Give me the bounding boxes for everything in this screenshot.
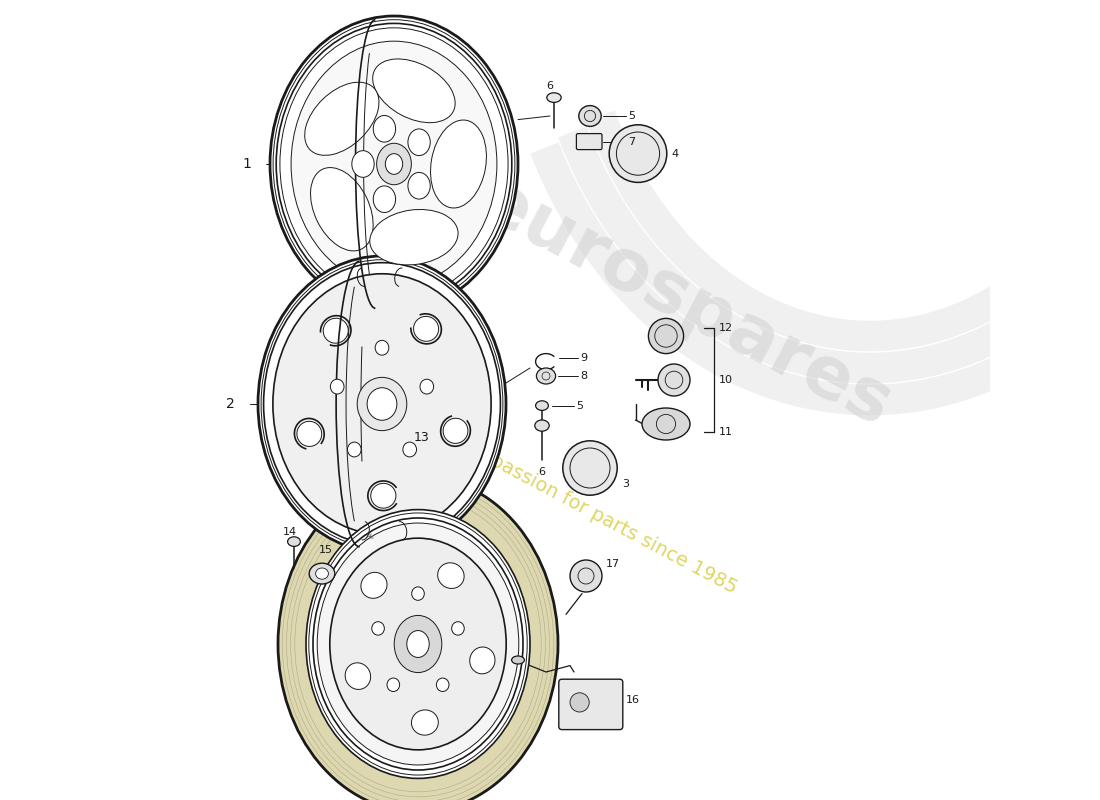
Ellipse shape <box>305 82 380 155</box>
Text: 13: 13 <box>414 431 430 444</box>
Ellipse shape <box>437 678 449 691</box>
Ellipse shape <box>373 115 396 142</box>
Ellipse shape <box>411 587 425 600</box>
Ellipse shape <box>387 678 399 691</box>
Ellipse shape <box>317 523 519 765</box>
Text: eurospares: eurospares <box>469 166 904 442</box>
Text: 14: 14 <box>283 527 297 537</box>
Text: 4: 4 <box>672 149 679 158</box>
FancyBboxPatch shape <box>559 679 623 730</box>
Ellipse shape <box>420 379 433 394</box>
Ellipse shape <box>408 173 430 199</box>
Ellipse shape <box>452 622 464 635</box>
Text: 11: 11 <box>718 427 733 437</box>
Text: 1: 1 <box>242 157 251 171</box>
Ellipse shape <box>408 129 430 155</box>
Ellipse shape <box>385 154 403 174</box>
Ellipse shape <box>373 59 455 122</box>
Ellipse shape <box>371 483 396 508</box>
Ellipse shape <box>547 93 561 102</box>
Ellipse shape <box>438 563 464 589</box>
Ellipse shape <box>642 408 690 440</box>
Ellipse shape <box>535 420 549 431</box>
Ellipse shape <box>430 120 486 208</box>
Ellipse shape <box>330 538 506 750</box>
Ellipse shape <box>394 615 442 673</box>
Ellipse shape <box>287 537 300 546</box>
Text: 12: 12 <box>718 323 733 333</box>
Ellipse shape <box>358 378 407 430</box>
Ellipse shape <box>411 710 438 735</box>
Ellipse shape <box>270 16 518 312</box>
Text: 5: 5 <box>576 401 583 410</box>
Text: 2: 2 <box>226 397 234 411</box>
Circle shape <box>570 560 602 592</box>
Circle shape <box>570 693 590 712</box>
Ellipse shape <box>536 401 549 410</box>
Circle shape <box>648 318 683 354</box>
Ellipse shape <box>297 422 321 446</box>
Ellipse shape <box>579 106 602 126</box>
Ellipse shape <box>414 316 439 342</box>
Ellipse shape <box>310 167 373 251</box>
Text: 9: 9 <box>581 353 587 362</box>
Ellipse shape <box>323 318 349 343</box>
Ellipse shape <box>316 568 329 579</box>
Text: 6: 6 <box>539 467 546 477</box>
Text: 16: 16 <box>626 695 640 705</box>
FancyBboxPatch shape <box>576 134 602 150</box>
Ellipse shape <box>330 379 344 394</box>
Circle shape <box>609 125 667 182</box>
Text: AL: AL <box>365 533 375 539</box>
Text: 5: 5 <box>628 111 636 121</box>
Ellipse shape <box>470 647 495 674</box>
Ellipse shape <box>352 150 374 178</box>
Text: 3: 3 <box>621 479 629 489</box>
Ellipse shape <box>373 186 396 213</box>
Ellipse shape <box>258 256 506 552</box>
Ellipse shape <box>407 630 429 658</box>
Ellipse shape <box>309 563 334 584</box>
Ellipse shape <box>278 476 558 800</box>
Ellipse shape <box>292 41 497 287</box>
Text: 8: 8 <box>581 371 587 381</box>
Ellipse shape <box>512 656 525 664</box>
Circle shape <box>658 364 690 396</box>
Text: a passion for parts since 1985: a passion for parts since 1985 <box>472 442 740 598</box>
Ellipse shape <box>537 368 556 384</box>
Ellipse shape <box>367 388 397 420</box>
Ellipse shape <box>372 622 384 635</box>
Ellipse shape <box>348 442 361 457</box>
Text: 6: 6 <box>547 81 553 90</box>
Ellipse shape <box>375 340 388 355</box>
Ellipse shape <box>403 442 417 457</box>
Text: 15: 15 <box>319 545 333 554</box>
Ellipse shape <box>376 143 411 185</box>
Ellipse shape <box>345 663 371 690</box>
Ellipse shape <box>273 274 491 534</box>
Text: 17: 17 <box>606 559 620 569</box>
Ellipse shape <box>306 510 530 778</box>
Ellipse shape <box>361 572 387 598</box>
Ellipse shape <box>443 418 468 443</box>
Ellipse shape <box>370 210 458 265</box>
Text: 10: 10 <box>718 375 733 385</box>
Circle shape <box>563 441 617 495</box>
Text: 7: 7 <box>628 137 636 146</box>
